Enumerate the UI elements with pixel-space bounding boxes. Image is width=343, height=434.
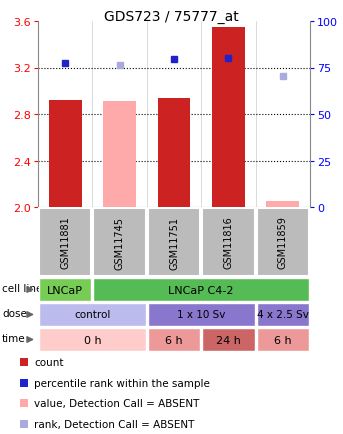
Bar [94, 279, 309, 301]
Text: control: control [74, 310, 110, 320]
Bar [39, 209, 91, 276]
Bar [148, 329, 200, 351]
Bar [148, 303, 255, 326]
Text: GSM11881: GSM11881 [60, 216, 70, 269]
Bar [267, 202, 299, 207]
Bar [257, 303, 309, 326]
Bar [49, 101, 82, 207]
Bar [20, 399, 28, 408]
Text: 24 h: 24 h [216, 335, 241, 345]
Text: GSM11745: GSM11745 [115, 216, 125, 269]
Bar [202, 329, 255, 351]
Bar [20, 420, 28, 428]
Text: percentile rank within the sample: percentile rank within the sample [34, 378, 210, 388]
Bar [20, 379, 28, 387]
Text: rank, Detection Call = ABSENT: rank, Detection Call = ABSENT [34, 419, 194, 429]
Text: LNCaP C4-2: LNCaP C4-2 [168, 285, 234, 295]
Text: GSM11816: GSM11816 [223, 216, 233, 269]
Text: value, Detection Call = ABSENT: value, Detection Call = ABSENT [34, 398, 199, 408]
Text: 6 h: 6 h [165, 335, 183, 345]
Text: 0 h: 0 h [84, 335, 101, 345]
Bar [39, 303, 146, 326]
Bar [20, 358, 28, 366]
Bar [39, 279, 91, 301]
Text: 4 x 2.5 Sv: 4 x 2.5 Sv [257, 310, 309, 320]
Text: GSM11859: GSM11859 [278, 216, 288, 269]
Text: time: time [2, 333, 25, 343]
Bar [94, 209, 146, 276]
Bar [148, 209, 200, 276]
Text: LNCaP: LNCaP [47, 285, 83, 295]
Bar [103, 102, 136, 207]
Bar [257, 209, 309, 276]
Bar [257, 329, 309, 351]
Text: dose: dose [2, 309, 27, 319]
Text: count: count [34, 358, 63, 368]
Bar [39, 329, 146, 351]
Text: GDS723 / 75777_at: GDS723 / 75777_at [104, 10, 239, 24]
Text: 6 h: 6 h [274, 335, 292, 345]
Bar [202, 209, 255, 276]
Text: 1 x 10 Sv: 1 x 10 Sv [177, 310, 225, 320]
Text: GSM11751: GSM11751 [169, 216, 179, 269]
Text: cell line: cell line [2, 283, 42, 293]
Bar [212, 28, 245, 207]
Bar [158, 99, 190, 207]
